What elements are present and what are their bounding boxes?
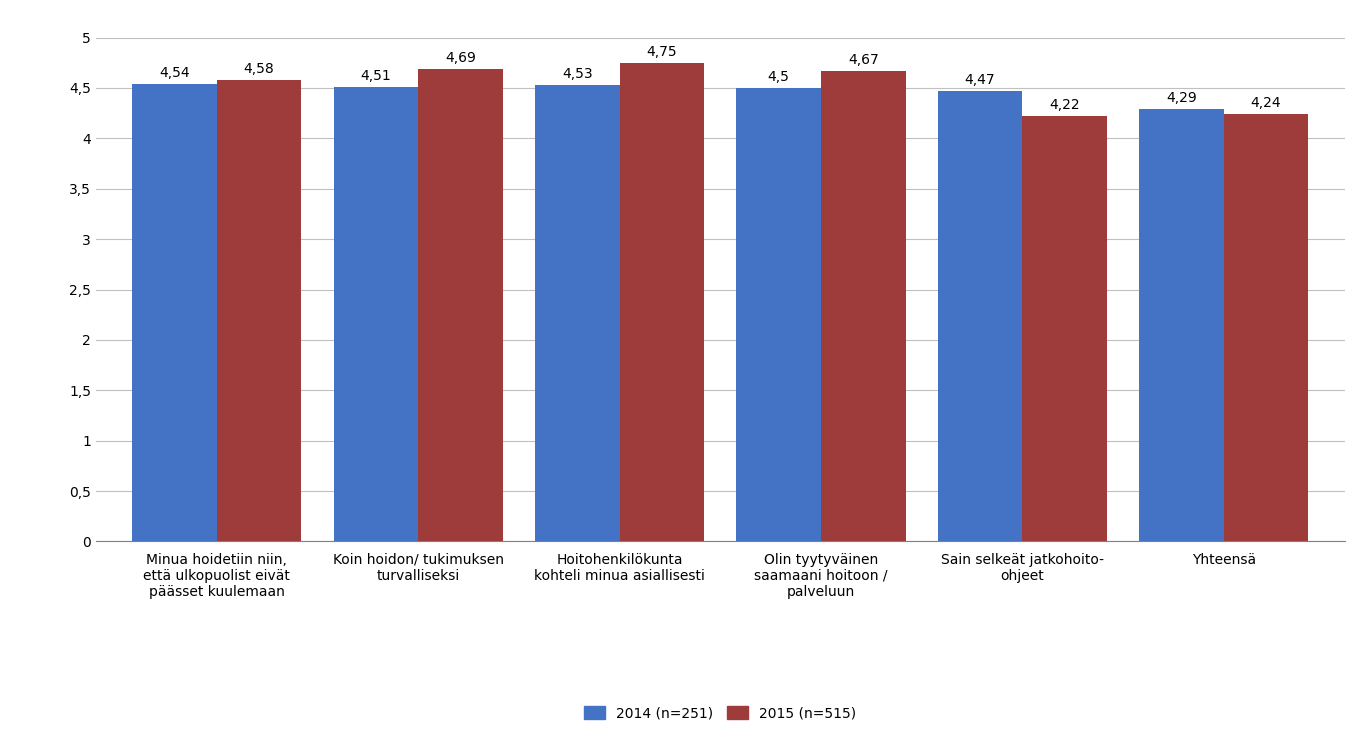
Bar bbox=[1139, 109, 1224, 541]
Text: 4,69: 4,69 bbox=[445, 51, 476, 65]
Text: 4,58: 4,58 bbox=[244, 62, 274, 76]
Legend: 2014 (n=251), 2015 (n=515): 2014 (n=251), 2015 (n=515) bbox=[579, 701, 862, 726]
Text: 4,75: 4,75 bbox=[646, 45, 678, 59]
Text: 4,22: 4,22 bbox=[1050, 99, 1080, 112]
Bar bbox=[333, 87, 418, 541]
Text: 4,51: 4,51 bbox=[361, 69, 391, 83]
Text: 4,5: 4,5 bbox=[768, 70, 790, 84]
Bar bbox=[418, 69, 502, 541]
Bar bbox=[820, 71, 906, 541]
Bar bbox=[535, 85, 620, 541]
Bar bbox=[620, 63, 704, 541]
Bar bbox=[132, 84, 217, 541]
Text: 4,47: 4,47 bbox=[965, 73, 995, 87]
Bar bbox=[938, 91, 1022, 541]
Text: 4,24: 4,24 bbox=[1251, 96, 1281, 110]
Text: 4,29: 4,29 bbox=[1166, 91, 1196, 105]
Text: 4,54: 4,54 bbox=[159, 66, 189, 80]
Bar bbox=[1224, 114, 1309, 541]
Bar bbox=[737, 88, 820, 541]
Text: 4,53: 4,53 bbox=[563, 67, 593, 81]
Bar bbox=[217, 80, 302, 541]
Bar bbox=[1022, 117, 1107, 541]
Text: 4,67: 4,67 bbox=[848, 53, 878, 67]
